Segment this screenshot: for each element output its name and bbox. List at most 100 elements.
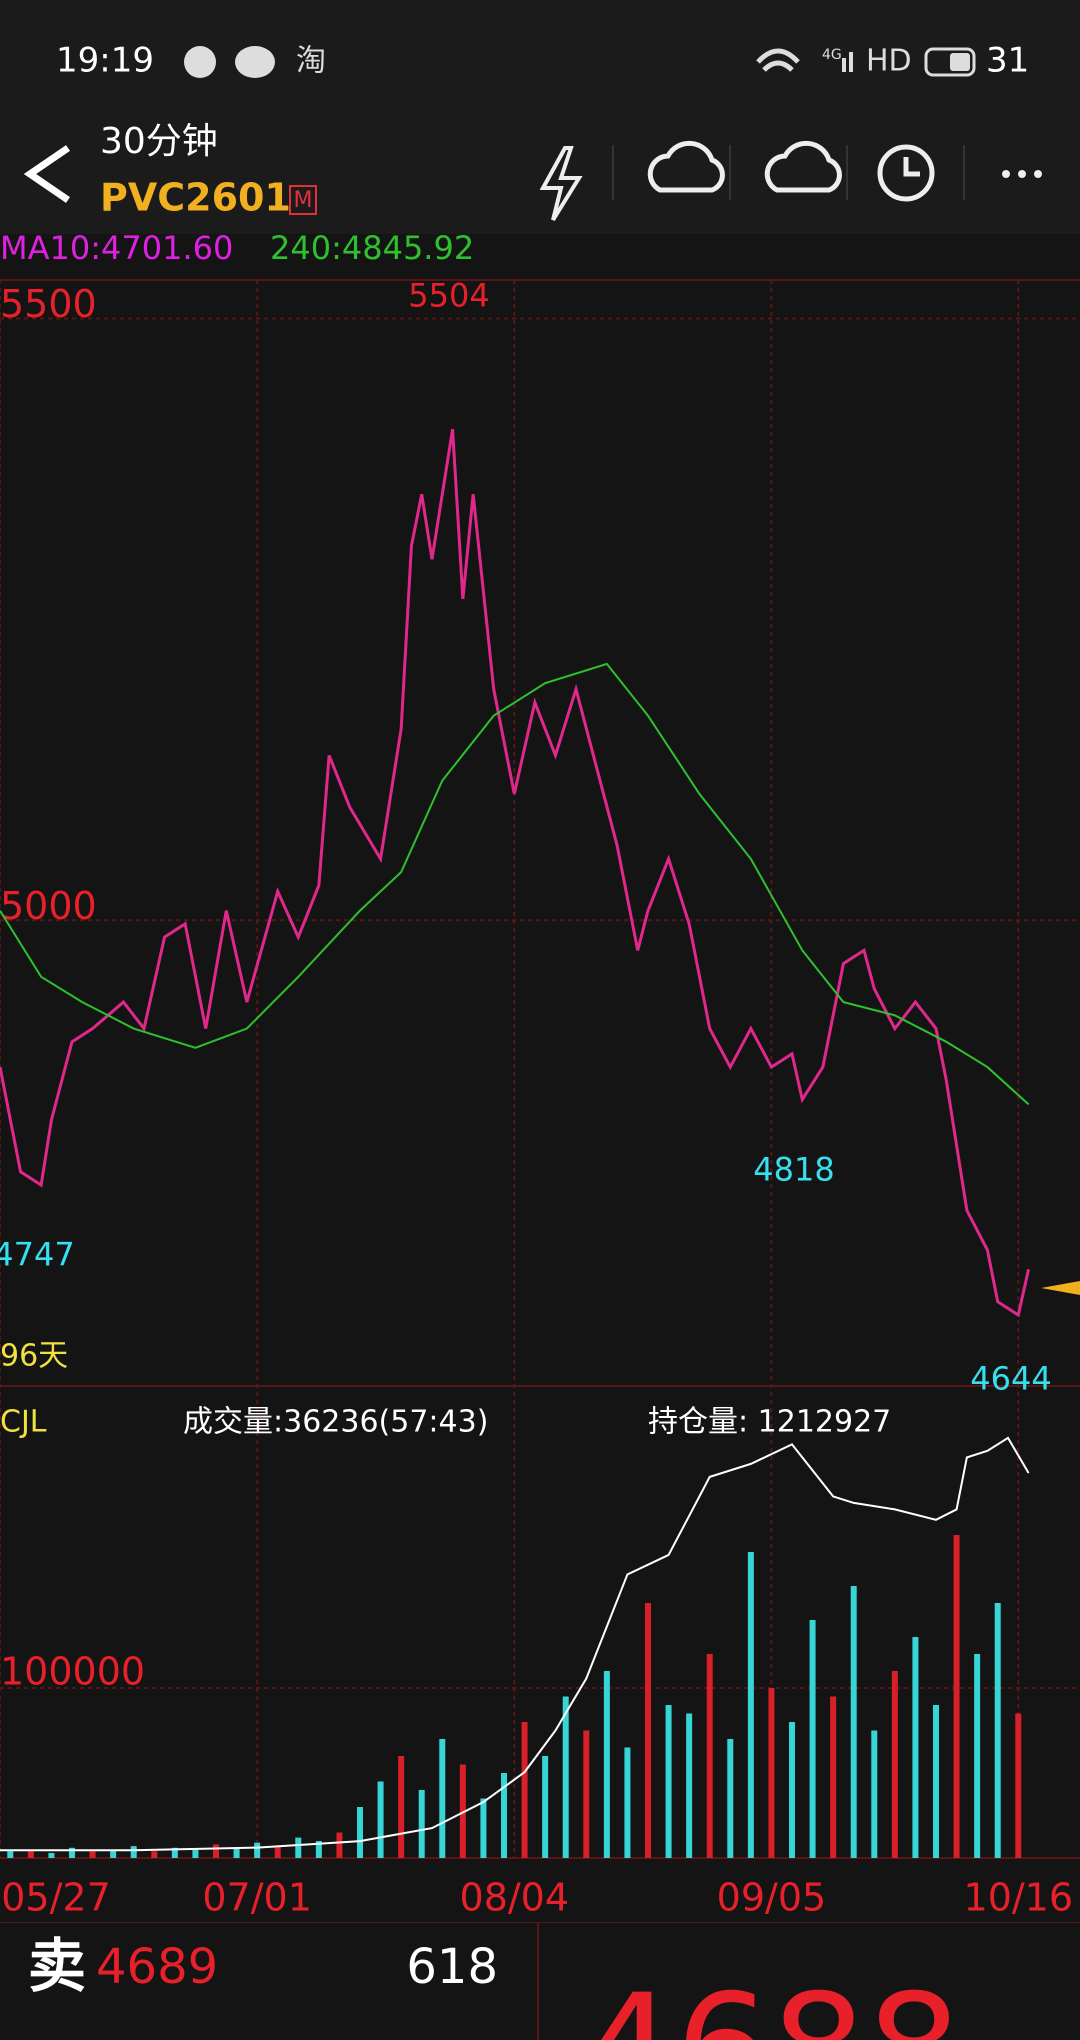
y-tick-label: 100000 (0, 1650, 145, 1694)
signal (842, 58, 846, 72)
volume-bar (48, 1852, 55, 1858)
volume-bar (583, 1730, 590, 1858)
flash-button[interactable] (539, 146, 583, 222)
bid-price: 4689 (96, 1939, 218, 1995)
volume-bar (542, 1756, 549, 1858)
volume-bar (336, 1832, 343, 1858)
price-pointer (1041, 1281, 1080, 1295)
y-tick-label: 5500 (0, 282, 97, 326)
volume-bar (686, 1713, 693, 1858)
volume-bar (768, 1688, 775, 1858)
volume-bar (418, 1790, 425, 1858)
volume-bar (254, 1842, 261, 1858)
hd: HD (866, 44, 912, 79)
volume-bar (233, 1847, 240, 1858)
volume-bar (377, 1781, 384, 1858)
volume-bar (274, 1846, 281, 1858)
volume-text: 成交量:36236(57:43) (183, 1405, 488, 1440)
more-button[interactable] (1002, 170, 1042, 178)
bid-qty: 618 (406, 1939, 498, 1995)
volume-bar (151, 1851, 158, 1858)
volume-bar (171, 1847, 178, 1858)
last-price: 4688 (580, 1963, 962, 2040)
symbol: PVC2601 (100, 176, 291, 220)
volume-bar (747, 1552, 754, 1858)
wechat-icon (235, 46, 275, 78)
panel-label: CJL (0, 1405, 47, 1440)
extreme-label: 5504 (408, 277, 489, 315)
ma240: 240:4845.92 (270, 229, 474, 267)
volume-bar (521, 1722, 528, 1858)
extreme-label: 4747 (0, 1236, 75, 1274)
signal (849, 52, 853, 72)
volume-bar (809, 1620, 816, 1858)
volume-bar (830, 1696, 837, 1858)
volume-bar (398, 1756, 405, 1858)
x-tick-label: 05/27 (1, 1876, 111, 1920)
volume-bar (1015, 1713, 1022, 1858)
side: 卖 (28, 1932, 86, 2000)
cloud-sync-button[interactable] (764, 140, 842, 193)
badge: M (294, 188, 313, 213)
volume-bar (89, 1851, 96, 1858)
period[interactable]: 30分钟 (100, 121, 218, 162)
volume-bar (213, 1844, 219, 1858)
volume-bar (974, 1654, 981, 1858)
volume-bar (315, 1841, 322, 1858)
volume-bar (192, 1849, 199, 1858)
x-tick-label: 07/01 (202, 1876, 312, 1920)
volume-bar (501, 1773, 507, 1858)
volume-bar (357, 1807, 363, 1858)
clock-hands (903, 157, 920, 177)
y-tick-label: 5000 (0, 884, 97, 928)
x-tick-label: 09/05 (717, 1876, 827, 1920)
battery-level (950, 53, 970, 71)
volume-bar (130, 1846, 137, 1858)
volume-bar (645, 1603, 651, 1858)
order-panel (0, 1923, 1080, 2040)
price-line (0, 662, 1030, 1106)
price-line (0, 428, 1031, 1318)
network: 4G (822, 47, 842, 63)
volume-bar (665, 1705, 672, 1858)
volume-bar (110, 1849, 117, 1858)
volume-bar (27, 1849, 34, 1858)
volume-bar (789, 1722, 795, 1858)
clock-button[interactable] (877, 144, 935, 202)
oi-text: 持仓量: 1212927 (648, 1405, 891, 1440)
extreme-label: 4644 (970, 1360, 1051, 1398)
volume-bar (480, 1798, 487, 1858)
volume-bar (727, 1739, 734, 1858)
wifi-icon (756, 48, 800, 72)
clock: 19:19 (56, 41, 154, 81)
cloud-button[interactable] (647, 140, 725, 193)
x-tick-label: 08/04 (460, 1876, 570, 1920)
ma10: MA10:4701.60 (0, 229, 233, 267)
volume-bar (69, 1847, 75, 1858)
open-interest-line (0, 1436, 1030, 1852)
volume-bar (603, 1671, 610, 1858)
extreme-label: 4818 (753, 1150, 834, 1188)
x-tick-label: 10/16 (964, 1876, 1074, 1920)
app-icon: 淘 (296, 44, 326, 79)
volume-bar (295, 1837, 302, 1858)
notify-icon (184, 46, 216, 78)
volume-bar (871, 1730, 878, 1858)
volume-bar (439, 1739, 446, 1858)
volume-bar (850, 1586, 857, 1858)
volume-bar (994, 1603, 1001, 1858)
battery-icon (924, 47, 976, 77)
volume-bar (891, 1671, 898, 1858)
volume-bar (912, 1637, 919, 1858)
volume-bar (7, 1851, 14, 1858)
volume-bar (933, 1705, 939, 1858)
volume-bar (953, 1535, 960, 1858)
top-bar (0, 0, 1080, 234)
volume-bar (624, 1747, 631, 1858)
back-button[interactable] (23, 145, 70, 203)
volume-bar (459, 1764, 466, 1858)
battery: 31 (986, 41, 1029, 81)
